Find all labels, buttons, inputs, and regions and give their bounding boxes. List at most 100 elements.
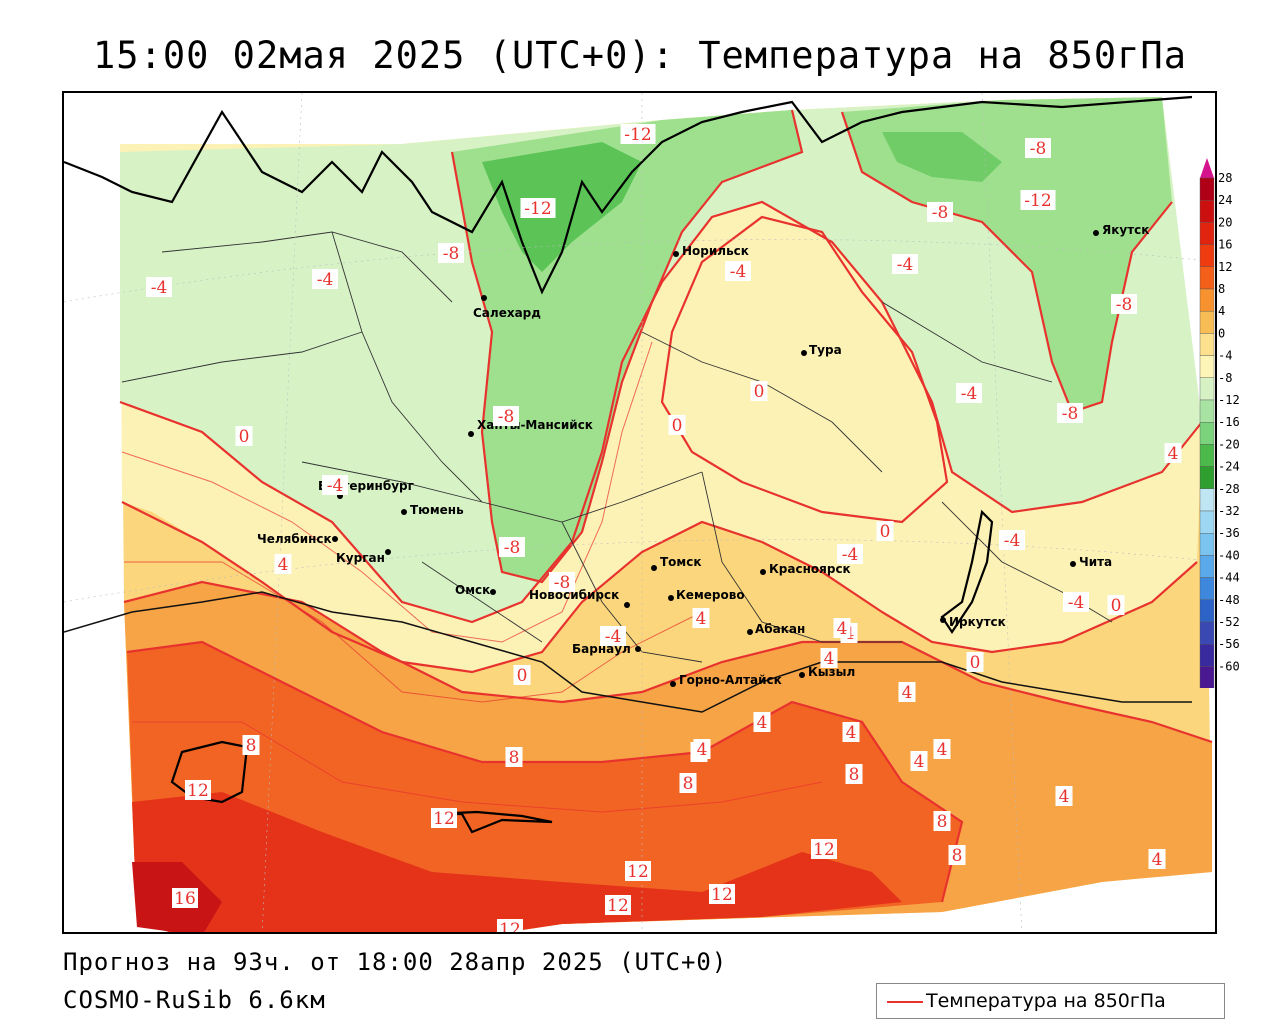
isotherm-label-box xyxy=(505,747,523,767)
isotherm-label-box xyxy=(927,202,953,222)
isotherm-label: -8 xyxy=(498,407,515,427)
isotherm-label-box xyxy=(842,722,860,742)
temperature-map[interactable]: Норильск Якутск Салехард Тура Ханты-Манс… xyxy=(62,91,1217,934)
colorbar-swatch xyxy=(1199,310,1215,334)
isotherm-label: 12 xyxy=(187,781,209,801)
isotherm-label: 0 xyxy=(970,653,981,673)
colorbar-tick-label: -60 xyxy=(1218,659,1240,673)
colorbar-swatch xyxy=(1199,355,1215,379)
isotherm-label: 0 xyxy=(754,382,765,402)
isotherm-label: 12 xyxy=(607,896,629,916)
city-label: Норильск xyxy=(682,244,749,258)
zone-medium-green-east xyxy=(842,97,1172,412)
colorbar-swatch xyxy=(1199,577,1215,601)
colorbar-tick-label: -44 xyxy=(1218,571,1240,585)
colorbar-swatch xyxy=(1199,488,1215,512)
isotherm-label-box xyxy=(725,261,751,281)
isotherm-label-box xyxy=(910,751,928,771)
isotherm-label-box xyxy=(605,895,631,915)
isotherm-label: -4 xyxy=(897,255,914,275)
isotherm-label: 8 xyxy=(952,846,963,866)
isotherm-label: 4 xyxy=(1059,787,1070,807)
colorbar-tick-label: -40 xyxy=(1218,548,1240,562)
isotherm-label: 12 xyxy=(711,885,733,905)
isotherm-label-box xyxy=(1063,592,1089,612)
city-label: Челябинск xyxy=(257,532,332,546)
isotherm-label: 4 xyxy=(837,619,848,639)
city-label: Красноярск xyxy=(769,562,851,576)
isotherm-label: -12 xyxy=(524,199,551,219)
isotherm-label-box xyxy=(956,383,982,403)
isotherm-label: 4 xyxy=(1152,850,1163,870)
city-label: Тюмень xyxy=(410,503,464,517)
isotherm-label: 8 xyxy=(683,774,694,794)
isotherm-label-box xyxy=(497,919,523,932)
isotherm-label: -8 xyxy=(1116,295,1133,315)
zone-central-siberia xyxy=(662,217,947,522)
colorbar-swatch xyxy=(1199,377,1215,401)
legend: Температура на 850гПа xyxy=(876,983,1225,1019)
isotherm-label: 8 xyxy=(246,736,257,756)
colorbar-tick-label: -48 xyxy=(1218,593,1240,607)
isotherm-label-box xyxy=(520,198,556,218)
isotherm-label-box xyxy=(1055,786,1073,806)
colorbar-swatch xyxy=(1199,399,1215,423)
isotherm-label-box xyxy=(600,626,626,646)
city-label: Якутск xyxy=(1102,223,1149,237)
isotherm-label-box xyxy=(274,554,292,574)
isotherm-label: -4 xyxy=(1068,593,1085,613)
isotherm-label-box xyxy=(679,773,697,793)
isotherm-label-box xyxy=(898,682,916,702)
isotherm-label-box xyxy=(172,888,198,908)
city-label: Абакан xyxy=(755,622,805,636)
isotherm-label: -4 xyxy=(842,545,859,565)
colorbar-tick-label: 28 xyxy=(1218,171,1232,185)
isotherm-label-box xyxy=(933,739,951,759)
isotherm-label: 12 xyxy=(627,862,649,882)
city-label: Кемерово xyxy=(676,588,745,602)
isotherm-label: 0 xyxy=(880,522,891,542)
isotherm-label-box xyxy=(1020,190,1056,210)
isotherm-label: -4 xyxy=(730,262,747,282)
isotherm-label: -4 xyxy=(961,384,978,404)
city-dot xyxy=(801,350,807,356)
isotherm-label: -8 xyxy=(1030,139,1047,159)
isotherm-label-box xyxy=(1148,849,1166,869)
isotherm-label-box xyxy=(438,243,464,263)
isotherm-label: 4 xyxy=(1168,444,1179,464)
city-markers xyxy=(332,230,1099,687)
colorbar-swatch xyxy=(1199,200,1215,223)
isotherm-label-box xyxy=(811,839,837,859)
city-dot xyxy=(635,646,641,652)
isotherm-label-box xyxy=(1057,403,1083,423)
isotherm-labels: -12 -12 -8 -12 -8 -8 -4 -4 -4 -8 -4 -8 -4 -8 -4 -4 -8 0 0 0… xyxy=(146,124,1182,932)
isotherm-label-box xyxy=(820,648,838,668)
isotherm-label-box xyxy=(668,415,686,435)
lake-baikal xyxy=(940,509,994,634)
city-dot xyxy=(1093,230,1099,236)
city-dot xyxy=(481,295,487,301)
isotherm-label-box xyxy=(1111,294,1137,314)
colorbar-swatch xyxy=(1199,222,1215,245)
city-dot xyxy=(332,536,338,542)
isotherm-label-box xyxy=(933,811,951,831)
isotherm-label-box xyxy=(750,381,768,401)
colorbar-swatch xyxy=(1199,621,1215,645)
colorbar-swatch xyxy=(1199,599,1215,623)
colorbar-swatch xyxy=(1199,266,1215,290)
colorbar-swatch xyxy=(1199,422,1215,445)
colorbar-swatch xyxy=(1199,177,1215,201)
isotherm-label-box xyxy=(625,861,651,881)
colorbar-tick-label: -4 xyxy=(1218,349,1232,363)
isotherm-label-box xyxy=(692,608,710,628)
isotherm-label: 0 xyxy=(517,666,528,686)
coastline xyxy=(64,95,1193,295)
isotherm-label: 0 xyxy=(1111,596,1122,616)
isotherm-label: -8 xyxy=(554,573,571,593)
isotherm-label-box xyxy=(948,845,966,865)
isotherm-label: 4 xyxy=(902,683,913,703)
city-dot xyxy=(468,431,474,437)
isotherm-label-box xyxy=(146,277,172,297)
isotherm-label-box xyxy=(185,780,211,800)
colorbar-tick-label: 20 xyxy=(1218,215,1232,229)
